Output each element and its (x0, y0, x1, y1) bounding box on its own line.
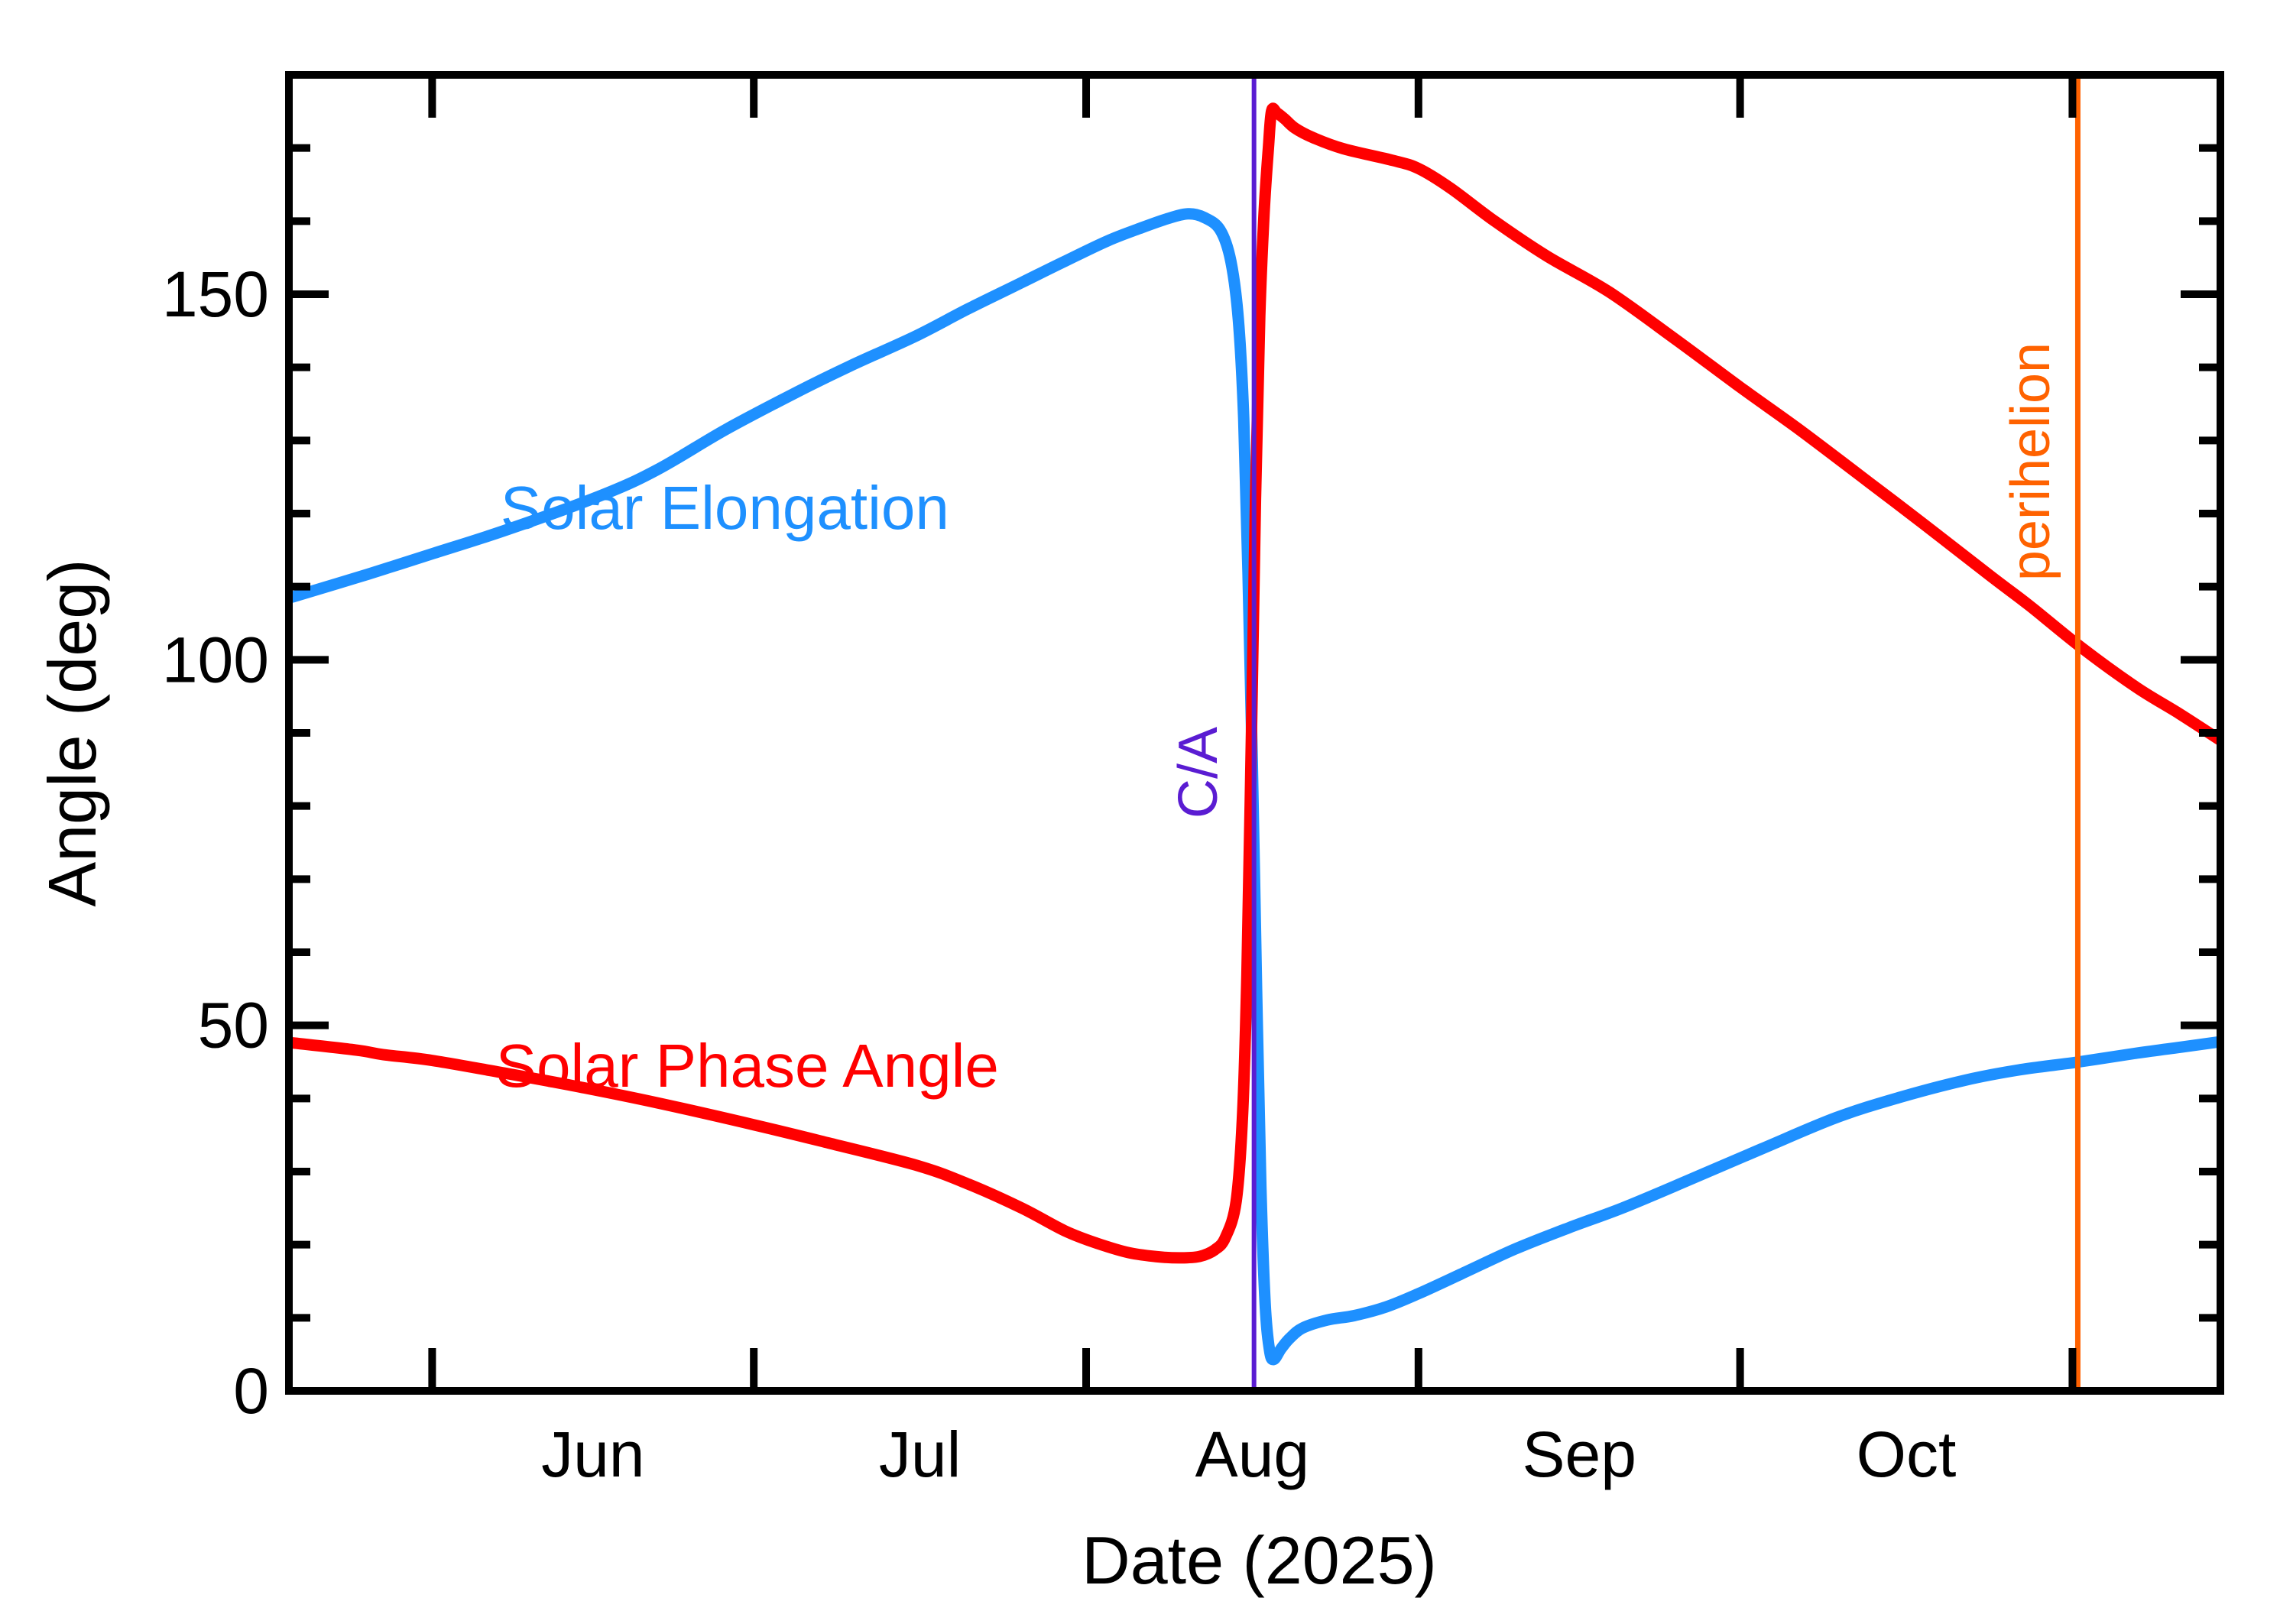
solar-phase-angle-series-label: Solar Phase Angle (495, 1032, 999, 1100)
y-axis-title: Angle (deg) (34, 559, 110, 907)
x-axis-title: Date (2025) (1082, 1522, 1437, 1598)
y-tick-label: 150 (162, 258, 269, 330)
tick-labels: 0 50 100 150 Jun Jul Aug Sep Oct (162, 258, 1957, 1490)
y-tick-label: 0 (233, 1355, 269, 1427)
month-tick-label: Jun (541, 1418, 644, 1490)
perihelion-line-label: perihelion (1999, 342, 2061, 582)
solar-phase-angle-curve (289, 102, 2220, 1264)
month-tick-label: Jul (879, 1418, 961, 1490)
y-tick-label: 100 (162, 624, 269, 695)
month-tick-label: Aug (1195, 1418, 1309, 1490)
data-curves (289, 102, 2220, 1366)
y-tick-label: 50 (198, 990, 269, 1062)
event-lines (1251, 75, 2081, 1391)
solar-elongation-series-label: Solar Elongation (500, 474, 949, 543)
month-tick-label: Oct (1857, 1418, 1957, 1490)
axis-ticks (289, 75, 2220, 1391)
month-tick-label: Sep (1522, 1418, 1636, 1490)
close-approach-line-label: C/A (1168, 726, 1230, 818)
